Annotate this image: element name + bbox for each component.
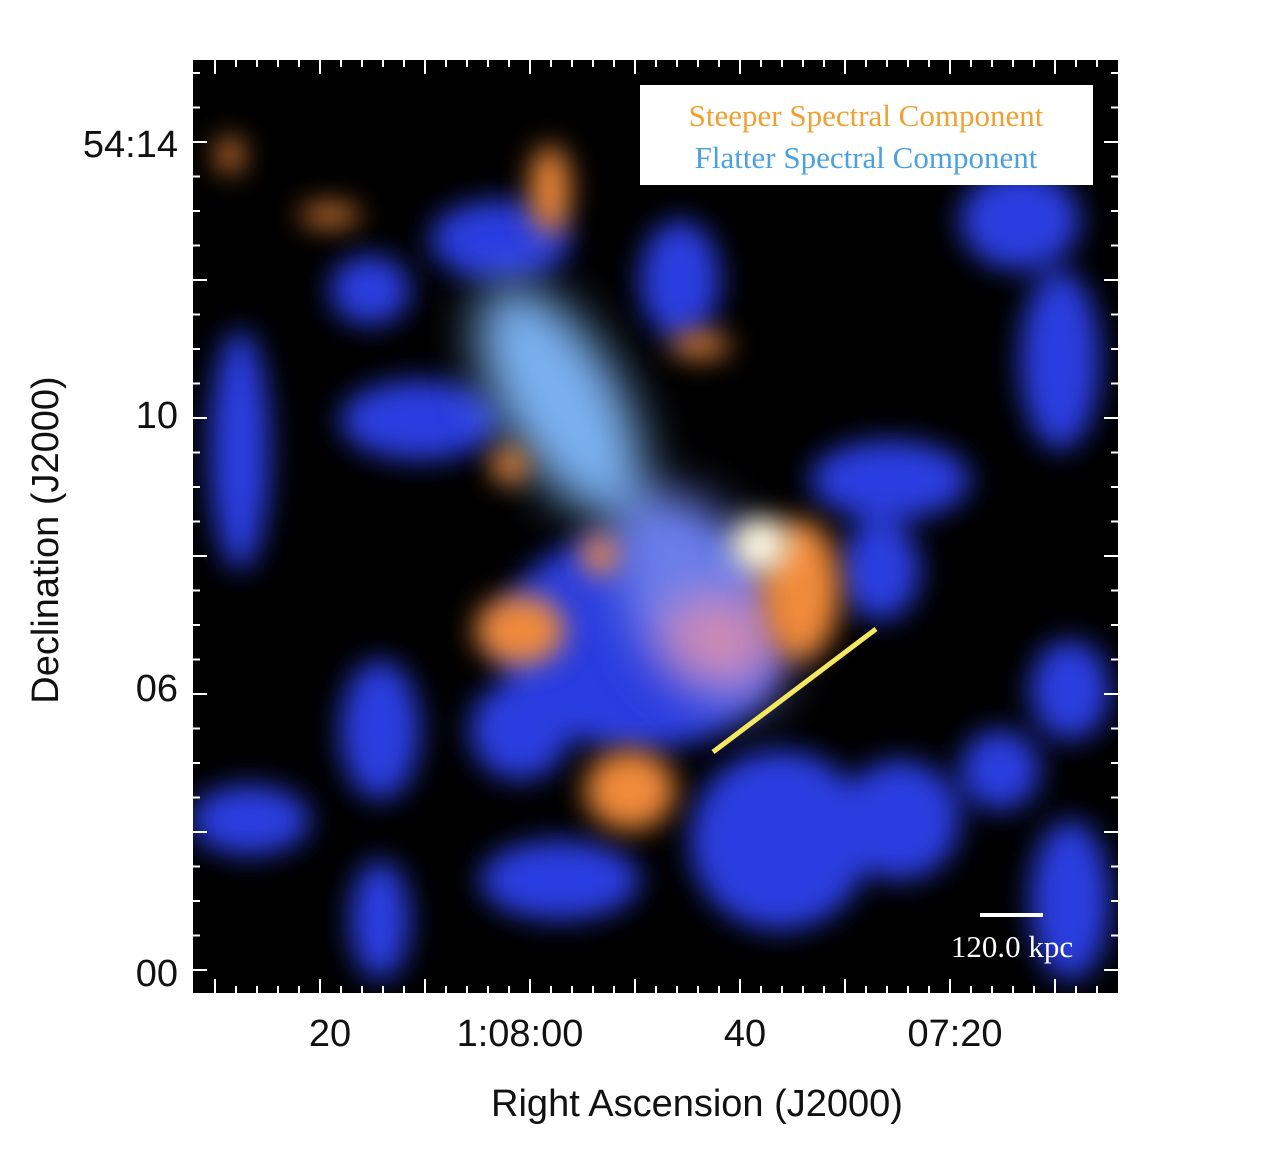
- y-tick-label: 00: [136, 953, 178, 995]
- x-tick-label: 07:20: [907, 1013, 1002, 1055]
- scale-bar-label: 120.0 kpc: [951, 929, 1073, 964]
- tick-marks: [193, 60, 1118, 993]
- legend-steeper: Steeper Spectral Component: [689, 98, 1044, 133]
- shock-line: [711, 627, 878, 754]
- radio-map: 120.0 kpc: [193, 137, 1110, 980]
- x-tick-label: 40: [724, 1013, 766, 1055]
- legend-flatter: Flatter Spectral Component: [695, 140, 1038, 175]
- y-tick-label: 10: [136, 395, 178, 437]
- y-tick-label: 06: [136, 668, 178, 710]
- legend-box: [640, 85, 1093, 185]
- y-tick-label: 54:14: [83, 124, 178, 166]
- x-tick-label: 1:08:00: [457, 1013, 584, 1055]
- y-axis-title: Declination (J2000): [25, 376, 67, 703]
- x-tick-label: 20: [309, 1013, 351, 1055]
- x-axis-title: Right Ascension (J2000): [491, 1083, 903, 1125]
